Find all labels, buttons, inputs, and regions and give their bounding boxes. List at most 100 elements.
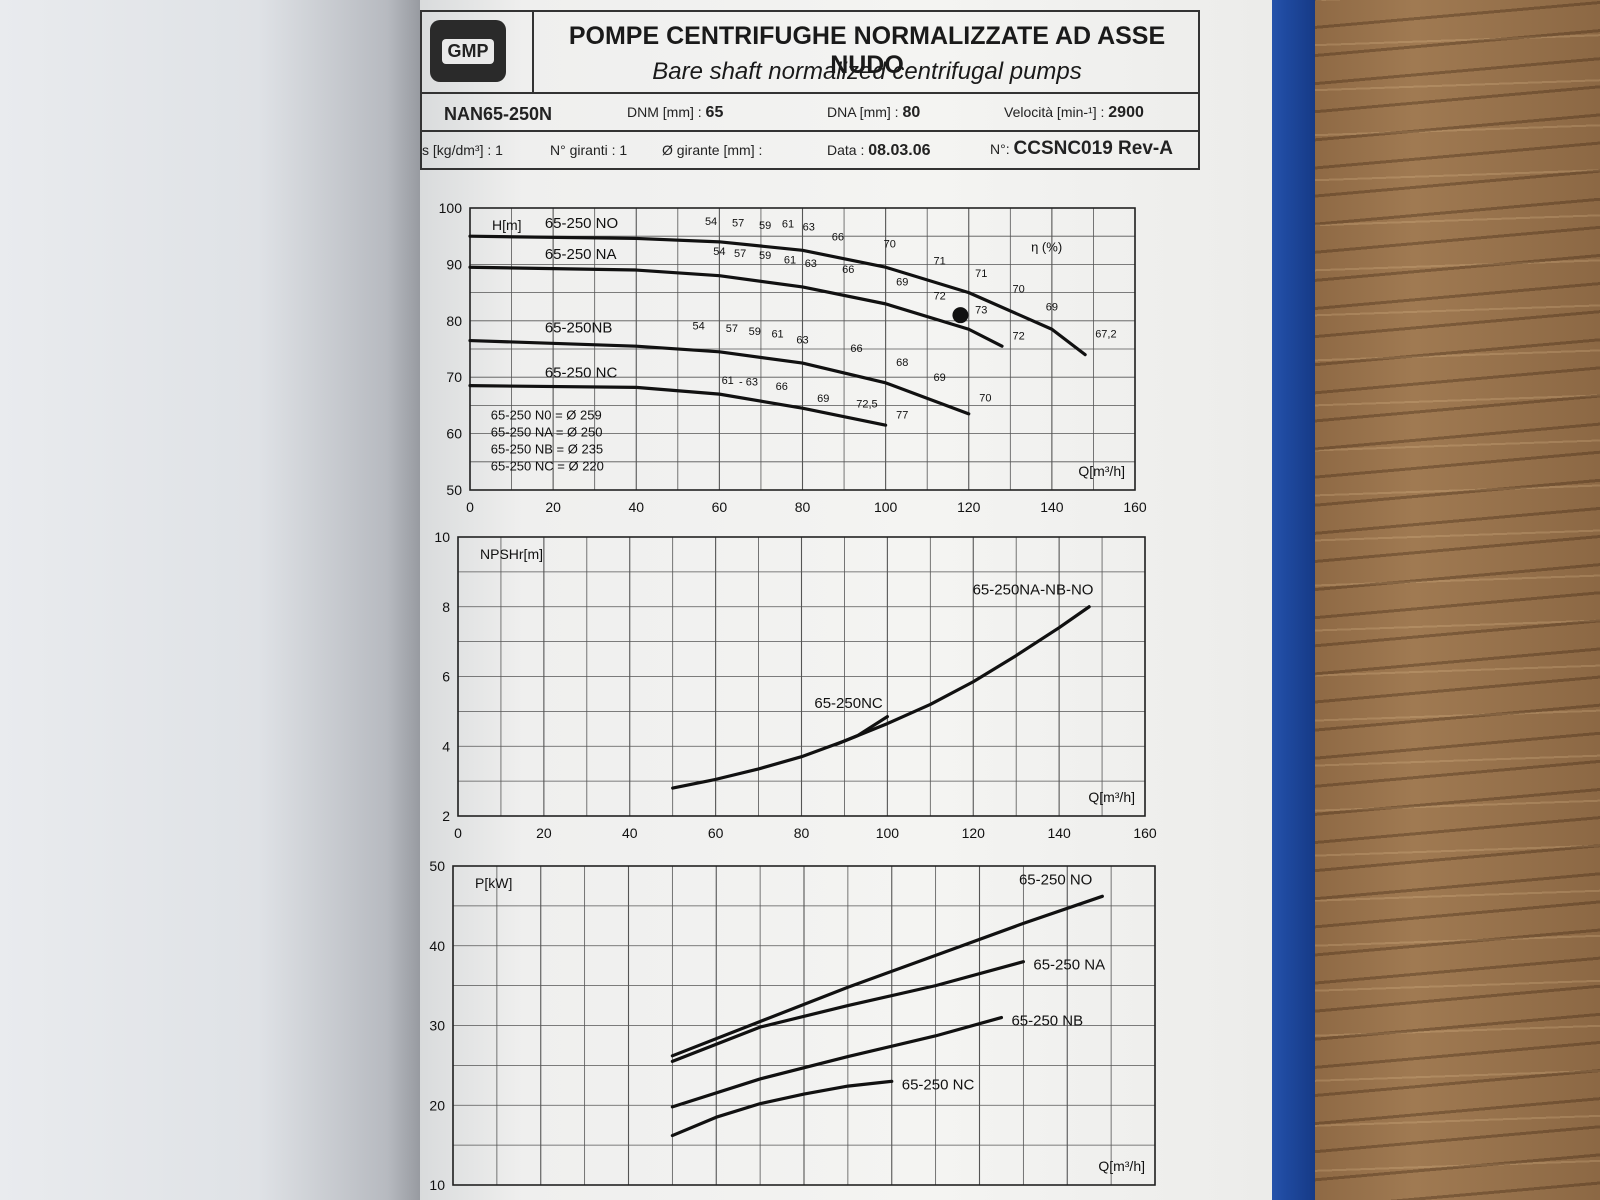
y-tick-label: 90: [446, 256, 462, 272]
dna-field: DNA [mm] : 80: [827, 104, 921, 121]
series-line-3: [670, 1079, 894, 1138]
efficiency-label: 69: [896, 276, 908, 288]
series-label: 65-250 NA: [545, 246, 617, 263]
y-tick-label: 100: [439, 200, 463, 216]
efficiency-label: 66: [832, 232, 844, 244]
x-tick-label: 80: [794, 825, 810, 841]
best-efficiency-point: [952, 307, 969, 324]
efficiency-label: 61: [784, 254, 796, 266]
power-chart: 10 20 30 40 50 P[kW] Q[m³/h] 65-250 NO 65-250 NA…: [429, 858, 1156, 1193]
logo-box: GMP: [422, 12, 534, 92]
x-tick-label: 160: [1123, 499, 1147, 515]
efficiency-label: 61: [771, 329, 783, 341]
document-number: N°: CCSNC019 Rev-A: [990, 138, 1173, 159]
speed-field: Velocità [min-¹] : 2900: [1004, 104, 1144, 121]
series-line-0: [671, 605, 1091, 790]
efficiency-label: 63: [805, 258, 817, 270]
efficiency-label: 54: [705, 216, 717, 228]
efficiency-label: 66: [850, 343, 862, 355]
series-line-3: [468, 384, 888, 427]
efficiency-label: 77: [896, 409, 908, 421]
efficiency-label: 59: [759, 250, 771, 262]
x-tick-label: 160: [1133, 825, 1157, 841]
datasheet-header: GMP POMPE CENTRIFUGHE NORMALIZZATE AD AS…: [420, 10, 1200, 94]
series-line-2: [468, 338, 971, 416]
efficiency-label: 59: [749, 326, 761, 338]
head-chart: 50 60 70 80 90 100 0 20 40 60 80 100 120 140 160 H[m] Q[…: [439, 200, 1147, 515]
x-axis-label: Q[m³/h]: [1088, 789, 1135, 805]
efficiency-label: 63: [796, 334, 808, 346]
x-tick-label: 120: [957, 499, 981, 515]
datasheet-page: GMP POMPE CENTRIFUGHE NORMALIZZATE AD AS…: [420, 0, 1272, 1200]
series-label: 65-250NB: [545, 320, 613, 337]
diameter-legend-line: 65-250 NA = Ø 250: [491, 425, 603, 440]
impeller-diameter-field: Ø girante [mm] :: [662, 142, 763, 158]
efficiency-label: 71: [934, 255, 946, 267]
x-tick-label: 120: [962, 825, 986, 841]
diameter-legend-line: 65-250 N0 = Ø 259: [491, 408, 602, 423]
y-tick-label: 4: [442, 738, 450, 754]
series-label: 65-250 NC: [902, 1076, 975, 1093]
efficiency-label: 72: [1013, 330, 1025, 342]
series-label: 65-250 NB: [1011, 1013, 1083, 1030]
efficiency-label: 70: [979, 392, 991, 404]
efficiency-label: 72: [934, 290, 946, 302]
y-tick-label: 30: [429, 1018, 445, 1034]
series-line-2: [670, 1015, 1004, 1109]
series-line-0: [468, 234, 1087, 357]
title-italian: POMPE CENTRIFUGHE NORMALIZZATE AD ASSE N…: [568, 22, 1166, 79]
left-blank-page: [0, 0, 430, 1200]
series-label: 65-250NC: [814, 695, 883, 712]
efficiency-label: 54: [713, 246, 725, 258]
plot-frame: [457, 536, 1146, 817]
efficiency-label: 61: [782, 219, 794, 231]
series-label: 65-250 NO: [545, 215, 618, 232]
x-tick-label: 40: [622, 825, 638, 841]
series-label: 65-250 NA: [1033, 957, 1105, 974]
efficiency-label: 70: [884, 238, 896, 250]
gmp-logo: GMP: [430, 20, 506, 82]
y-tick-label: 20: [429, 1097, 445, 1113]
info-row-2: s [kg/dm³] : 1 N° giranti : 1 Ø girante …: [420, 132, 1200, 170]
y-tick-label: 80: [446, 313, 462, 329]
series-line-0: [670, 894, 1104, 1058]
efficiency-label: 72,5: [856, 399, 877, 411]
efficiency-label: 66: [842, 264, 854, 276]
efficiency-axis-label: η (%): [1031, 239, 1062, 254]
date-field: Data : 08.03.06: [827, 142, 931, 159]
efficiency-label: 54: [692, 320, 704, 332]
model-code: NAN65-250N: [444, 104, 553, 124]
y-axis-label: P[kW]: [475, 875, 512, 891]
impellers-field: N° giranti : 1: [550, 142, 628, 158]
diameter-legend-line: 65-250 NB = Ø 235: [491, 442, 603, 457]
efficiency-label: 68: [896, 357, 908, 369]
y-tick-label: 60: [446, 426, 462, 442]
x-axis-label: Q[m³/h]: [1078, 463, 1125, 479]
x-tick-label: 100: [874, 499, 898, 515]
x-tick-label: 100: [876, 825, 900, 841]
x-tick-label: 20: [536, 825, 552, 841]
info-row-1: NAN65-250N DNM [mm] : 65 DNA [mm] : 80 V…: [420, 94, 1200, 132]
y-tick-label: 6: [442, 669, 450, 685]
efficiency-label: 57: [734, 248, 746, 260]
x-tick-label: 60: [708, 825, 724, 841]
efficiency-label: 69: [817, 393, 829, 405]
y-axis-label: H[m]: [492, 217, 522, 233]
efficiency-label: 73: [975, 304, 987, 316]
series-line-1: [834, 715, 889, 747]
x-tick-label: 0: [466, 499, 474, 515]
density-field: s [kg/dm³] : 1: [422, 142, 503, 158]
efficiency-label: 63: [803, 222, 815, 234]
x-tick-label: 80: [795, 499, 811, 515]
y-tick-label: 40: [429, 938, 445, 954]
y-tick-label: 10: [429, 1177, 445, 1193]
diameter-legend-line: 65-250 NC = Ø 220: [491, 459, 604, 474]
efficiency-label: 69: [934, 372, 946, 384]
x-tick-label: 140: [1040, 499, 1064, 515]
efficiency-label: 57: [726, 323, 738, 335]
y-tick-label: 10: [434, 529, 450, 545]
efficiency-label: 61: [722, 375, 734, 387]
series-label: 65-250 NC: [545, 365, 618, 382]
